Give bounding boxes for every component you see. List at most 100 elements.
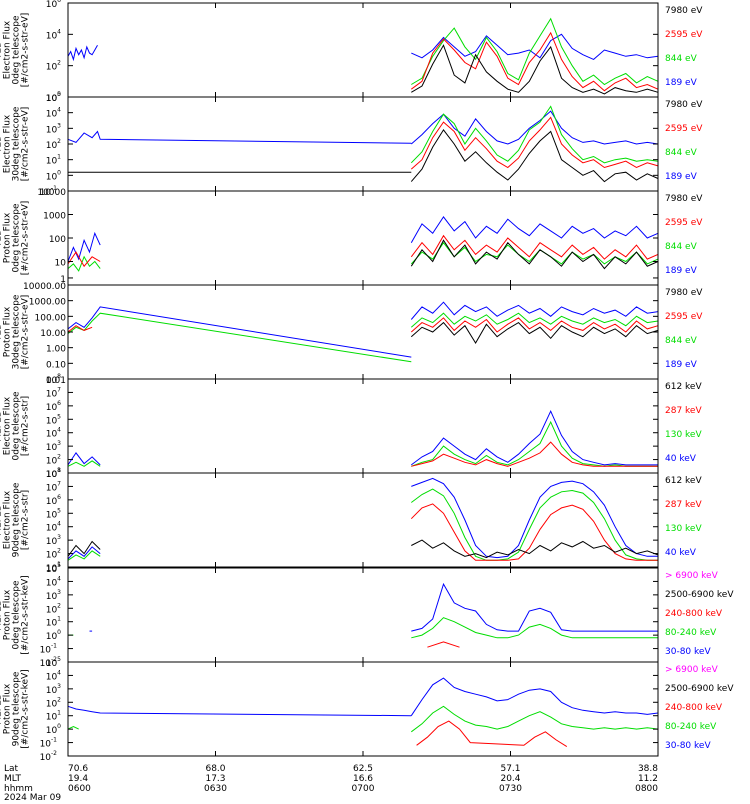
series-line-green [410, 105, 659, 164]
legend-entry: > 6900 keV [665, 571, 719, 581]
y-tick-label: 105 [46, 91, 61, 104]
x-tick-label-time: 0700 [352, 784, 375, 794]
x-tick-label-lat: 38.8 [638, 764, 658, 774]
x-axis-row-label: MLT [4, 774, 22, 784]
x-axis-row-label: Lat [4, 764, 19, 774]
y-tick-label: 102 [46, 454, 61, 467]
y-tick-label: 106 [46, 400, 61, 413]
y-tick-label: 1000 [43, 212, 66, 222]
y-axis-label-line: 0deg telescope [12, 580, 22, 650]
y-tick-label: 102 [46, 60, 61, 73]
y-tick-label: 101 [46, 616, 61, 629]
y-tick-label: 10.00 [40, 329, 66, 339]
y-tick-label: 102 [46, 548, 61, 561]
y-tick-label: 0.10 [46, 360, 66, 370]
legend-entry: 7980 eV [665, 288, 703, 298]
legend-entry: 30-80 keV [665, 741, 711, 751]
legend-entry: 7980 eV [665, 100, 703, 110]
panel-frame [67, 190, 659, 286]
legend-entry: 7980 eV [665, 194, 703, 204]
legend-entry: 189 eV [665, 172, 698, 182]
y-tick-label: 0.01 [46, 376, 66, 386]
legend-entry: 189 eV [665, 266, 698, 276]
series-line-green [67, 255, 101, 272]
y-axis-label: TEDProton Flux0deg telescope[#/cm2-s-str… [0, 201, 31, 276]
y-tick-label: 106 [46, 494, 61, 507]
y-tick-label: 105 [46, 507, 61, 520]
y-tick-label: 10000 [37, 188, 66, 198]
panel-frame [67, 284, 659, 380]
y-axis-label-line: Proton Flux [3, 306, 13, 357]
x-tick-label-time: 0730 [499, 784, 522, 794]
y-axis-label-line: Electron Flux [3, 490, 13, 549]
y-axis-label: MEPEDElectron Flux0deg telescope[#/cm2-s… [0, 391, 31, 461]
y-axis-label-line: 0deg telescope [12, 391, 22, 461]
series-line-blue [67, 705, 412, 717]
y-axis-label: TEDElectron Flux30deg telescope[#/cm2-s-… [0, 106, 31, 181]
y-axis-label-line: Electron Flux [3, 396, 13, 455]
y-axis-label-line: [#/cm2-s-str] [21, 396, 31, 456]
x-tick-label-mlt: 11.2 [638, 774, 658, 784]
y-axis-label: MEPEDProton Flux0deg telescope[#/cm2-s-s… [0, 575, 31, 654]
series-line-blue [411, 409, 658, 466]
panel-frame [67, 661, 659, 757]
series-line-blue [411, 477, 658, 559]
panel-frame [67, 567, 659, 663]
y-axis-label-line: TED [0, 229, 4, 248]
y-tick-label: 101 [46, 710, 61, 723]
y-axis-label-line: MEPED [0, 504, 4, 536]
series-line-blue [411, 33, 659, 60]
x-tick-label-lat: 68.0 [205, 764, 225, 774]
panel-4: 0.01 0.10 1.00 10.00 100.00 1000.00 10000.00 TE… [0, 282, 703, 386]
series-line-red [427, 641, 460, 648]
series-line-blue [410, 301, 659, 320]
legend-entry: 287 keV [665, 500, 702, 510]
series-line-green [67, 550, 101, 561]
y-tick-label: 107 [46, 480, 61, 493]
series-line-red [410, 116, 659, 170]
y-tick-label: 103 [46, 589, 61, 602]
y-axis-label-line: 90deg telescope [12, 671, 22, 746]
y-tick-label: 104 [46, 28, 61, 41]
series-line-black [410, 239, 659, 270]
y-tick-label: 102 [46, 696, 61, 709]
y-tick-label: 1 [60, 275, 66, 285]
panel-frame [67, 96, 659, 192]
y-tick-label: 103 [46, 440, 61, 453]
series-line-black [410, 321, 659, 344]
y-tick-label: 103 [46, 683, 61, 696]
y-axis-label-line: MEPED [0, 410, 4, 442]
y-tick-label: 1.00 [46, 345, 66, 355]
legend-entry: 612 keV [665, 476, 702, 486]
y-axis-label-line: Electron Flux [3, 114, 13, 173]
y-axis-label-line: 0deg telescope [12, 203, 22, 273]
y-axis-label: MEPEDElectron Flux90deg telescope[#/cm2-… [0, 482, 31, 557]
legend-entry: 844 eV [665, 336, 698, 346]
series-line-green [411, 488, 658, 561]
y-tick-label: 104 [46, 669, 61, 682]
legend-entry: 612 keV [665, 382, 702, 392]
legend-entry: 844 eV [665, 242, 698, 252]
y-tick-label: 10-2 [40, 750, 58, 763]
legend-entry: 2595 eV [665, 30, 703, 40]
legend-entry: 2595 eV [665, 312, 703, 322]
series-line-green [411, 705, 659, 733]
y-axis-label-line: [#/cm2-s-str] [21, 490, 31, 550]
x-tick-label-time: 0800 [635, 784, 658, 794]
legend-entry: 2500-6900 keV [665, 684, 734, 694]
y-tick-label: 102 [46, 602, 61, 615]
legend-entry: 40 keV [665, 454, 697, 464]
y-axis-label-line: TED [0, 323, 4, 342]
series-line-red [411, 31, 659, 92]
legend-entry: 2595 eV [665, 124, 703, 134]
y-axis-label-line: Proton Flux [3, 683, 13, 734]
y-tick-label: 10000.00 [23, 282, 66, 292]
series-line-red [67, 325, 93, 333]
series-line-blue [67, 546, 101, 560]
